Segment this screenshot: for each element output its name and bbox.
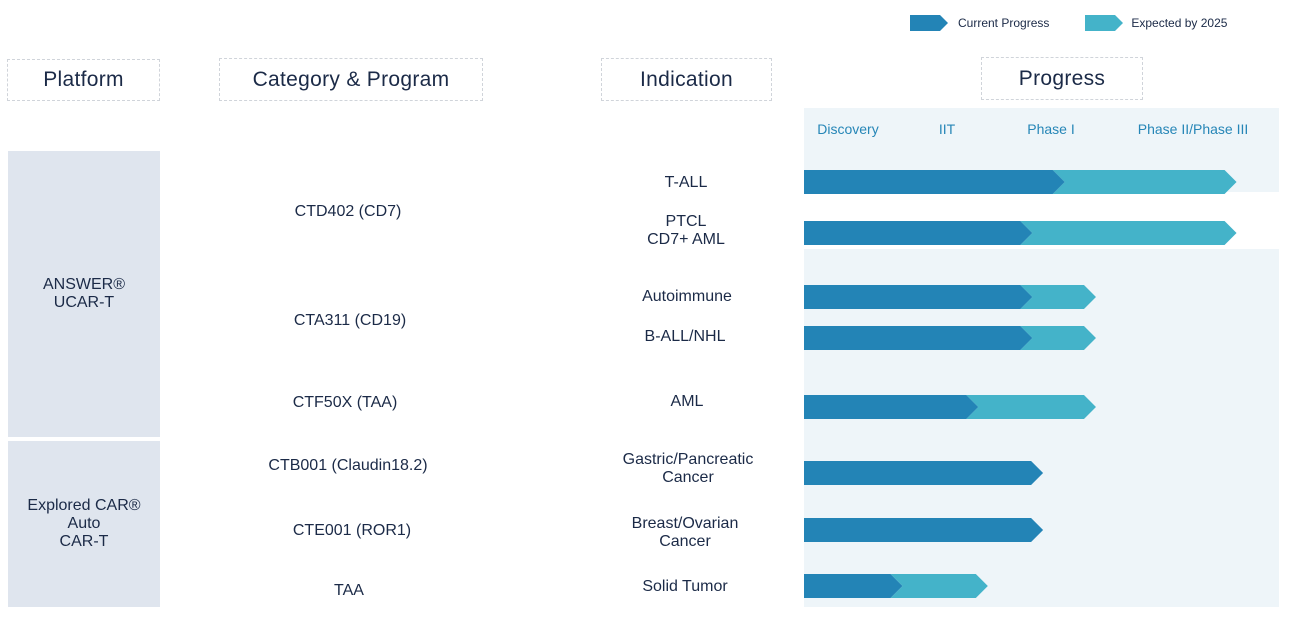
program-cte001: CTE001 (ROR1) xyxy=(292,522,412,539)
indication-gastric-pancreatic: Gastric/Pancreatic Cancer xyxy=(622,451,754,486)
legend: Current Progress Expected by 2025 xyxy=(910,14,1227,32)
platform-explored-car-auto: Explored CAR® Auto CAR-T xyxy=(8,441,160,607)
indication-solid-tumor: Solid Tumor xyxy=(642,578,728,595)
bar-expected-3 xyxy=(1020,326,1096,350)
legend-label-current: Current Progress xyxy=(958,16,1050,30)
bar-expected-0 xyxy=(1052,170,1237,194)
bar-current-5 xyxy=(804,461,1044,485)
bar-current-7 xyxy=(804,574,903,598)
header-indication: Indication xyxy=(601,58,772,101)
header-progress: Progress xyxy=(981,57,1143,100)
header-platform: Platform xyxy=(7,59,160,101)
program-ctf50x: CTF50X (TAA) xyxy=(292,394,398,411)
legend-item-expected: Expected by 2025 xyxy=(1085,15,1227,31)
bar-expected-1 xyxy=(1020,221,1237,245)
program-ctd402: CTD402 (CD7) xyxy=(294,203,402,220)
bar-current-3 xyxy=(804,326,1033,350)
platform-answer-ucar-t: ANSWER® UCAR-T xyxy=(8,151,160,437)
bar-current-0 xyxy=(804,170,1065,194)
indication-b-all-nhl: B-ALL/NHL xyxy=(644,328,726,345)
indication-ptcl-cd7-aml: PTCL CD7+ AML xyxy=(647,213,725,248)
indication-t-all: T-ALL xyxy=(664,174,708,191)
header-program: Category & Program xyxy=(219,58,483,101)
indication-aml: AML xyxy=(670,393,704,410)
program-taa: TAA xyxy=(334,582,364,599)
indication-autoimmune: Autoimmune xyxy=(642,288,732,305)
program-cta311: CTA311 (CD19) xyxy=(293,312,407,329)
bar-current-2 xyxy=(804,285,1033,309)
bar-expected-7 xyxy=(890,574,988,598)
stage-label-phase-i: Phase I xyxy=(1027,121,1075,137)
bar-expected-2 xyxy=(1020,285,1096,309)
stage-label-phase-ii-iii: Phase II/Phase III xyxy=(1137,121,1249,137)
legend-item-current: Current Progress xyxy=(910,15,1085,31)
bar-current-6 xyxy=(804,518,1044,542)
legend-label-expected: Expected by 2025 xyxy=(1131,16,1228,30)
program-ctb001: CTB001 (Claudin18.2) xyxy=(268,457,428,474)
bar-current-1 xyxy=(804,221,1033,245)
bar-expected-4 xyxy=(966,395,1096,419)
legend-swatch-current xyxy=(910,15,948,31)
legend-swatch-expected xyxy=(1085,15,1124,31)
indication-breast-ovarian: Breast/Ovarian Cancer xyxy=(631,515,739,550)
stage-label-iit: IIT xyxy=(938,121,956,137)
bar-current-4 xyxy=(804,395,979,419)
stage-label-discovery: Discovery xyxy=(817,121,879,137)
